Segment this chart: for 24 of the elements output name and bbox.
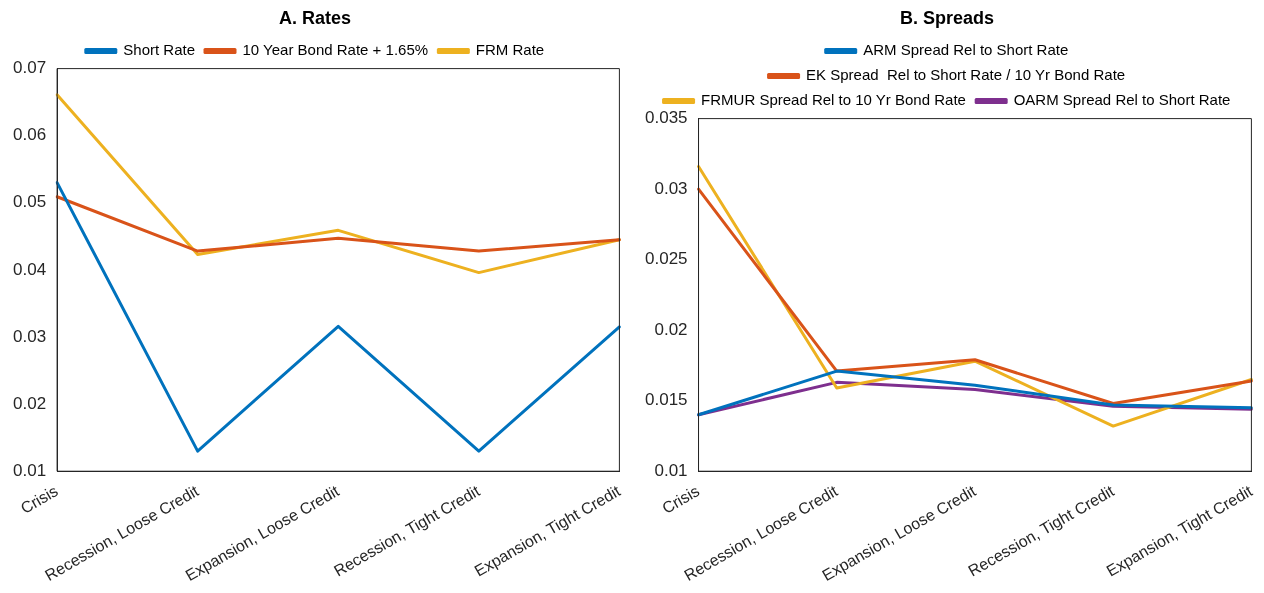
y-tick-label: 0.07	[12, 58, 47, 78]
chart-title: B. Spreads	[899, 7, 995, 28]
chart-title: A. Rates	[278, 7, 352, 28]
legend-label: 10 Year Bond Rate + 1.65%	[242, 41, 429, 59]
y-tick-label: 0.01	[12, 460, 47, 480]
y-tick-label: 0.02	[12, 393, 47, 413]
x-tick-label: Crisis	[17, 482, 61, 517]
y-tick-label: 0.01	[654, 460, 688, 480]
legend-label: Short Rate	[123, 41, 196, 59]
y-tick-label: 0.025	[644, 249, 688, 269]
y-tick-label: 0.03	[12, 326, 47, 346]
y-tick-label: 0.06	[12, 125, 47, 145]
y-tick-label: 0.035	[644, 108, 688, 128]
legend-label: OARM Spread Rel to Short Rate	[1013, 91, 1231, 109]
y-tick-label: 0.02	[654, 319, 688, 339]
y-tick-label: 0.03	[654, 178, 688, 198]
y-tick-label: 0.04	[12, 259, 47, 279]
legend-label: ARM Spread Rel to Short Rate	[863, 41, 1069, 59]
legend-label: EK Spread Rel to Short Rate / 10 Yr Bond Rate	[806, 66, 1126, 84]
legend-label: FRM Rate	[475, 41, 545, 59]
legend-label: FRMUR Spread Rel to 10 Yr Bond Rate	[701, 91, 966, 109]
y-tick-label: 0.05	[12, 192, 47, 212]
x-tick-label: Crisis	[659, 482, 703, 517]
y-tick-label: 0.015	[644, 390, 688, 410]
